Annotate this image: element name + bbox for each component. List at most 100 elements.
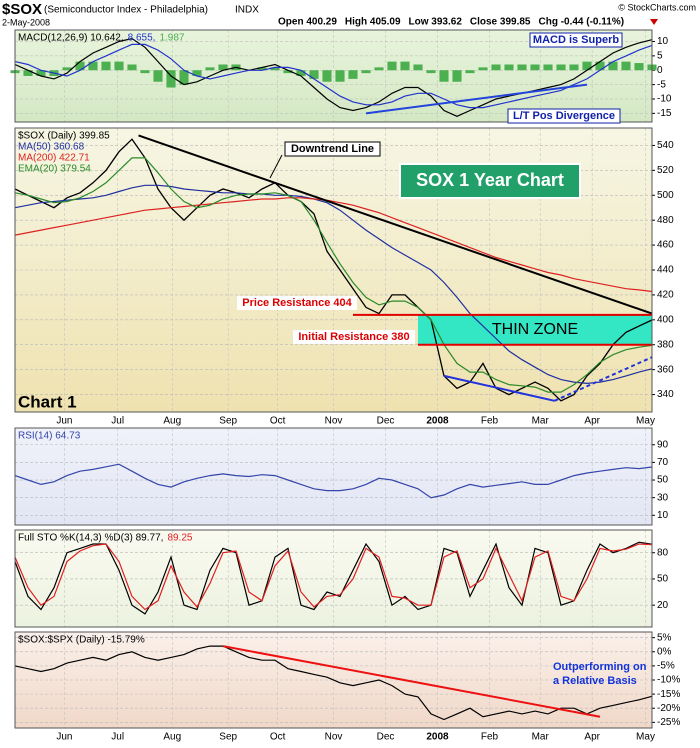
legend-entry: Full STO %K(14,3) %D(3) 89.77, xyxy=(18,533,163,544)
legend-entry: EMA(20) 379.54 xyxy=(18,164,91,175)
histogram-bar xyxy=(309,70,319,79)
histogram-bar xyxy=(361,70,371,74)
y-tick-label: -5 xyxy=(657,79,666,90)
y-tick-label: 5 xyxy=(657,51,663,62)
y-tick-label: 10 xyxy=(657,36,669,47)
histogram-bar xyxy=(543,64,553,71)
histogram-bar xyxy=(452,70,462,82)
annotation-box xyxy=(507,108,621,124)
x-tick-label: Apr xyxy=(584,416,600,427)
x-tick-label: Jul xyxy=(111,416,124,427)
quote-field: Chg -0.44 (-0.11%) xyxy=(538,17,624,28)
legend-entry: 89.25 xyxy=(167,533,192,544)
panel-border xyxy=(14,29,653,123)
date: 2-May-2008 xyxy=(2,17,50,27)
histogram-bar xyxy=(218,64,228,71)
series-line xyxy=(14,37,653,117)
y-tick-label: 400 xyxy=(657,314,674,325)
histogram-bar xyxy=(114,61,124,71)
down-arrow xyxy=(650,19,658,25)
annotation: Initial Resistance 380 xyxy=(298,331,409,343)
histogram-bar xyxy=(387,61,397,71)
y-tick-label: -15% xyxy=(657,689,680,700)
histogram-bar xyxy=(270,67,280,71)
x-tick-label: May xyxy=(636,416,655,427)
y-tick-label: 460 xyxy=(657,240,674,251)
histogram-bar xyxy=(322,70,332,82)
zone-label: THIN ZONE xyxy=(492,321,578,338)
panel-border xyxy=(14,631,653,729)
y-tick-label: 0% xyxy=(657,646,672,657)
quote-field: Open 400.29 xyxy=(278,17,337,28)
y-tick-label: 520 xyxy=(657,165,674,176)
histogram-bar xyxy=(517,64,527,71)
x-tick-label: Oct xyxy=(270,732,286,743)
histogram-bar xyxy=(465,70,475,74)
y-tick-label: 80 xyxy=(657,547,669,558)
x-tick-label: Apr xyxy=(584,732,600,743)
histogram-bar xyxy=(36,70,46,76)
x-tick-label: 2008 xyxy=(426,732,449,743)
x-tick-label: Feb xyxy=(481,732,499,743)
histogram-bar xyxy=(75,61,85,71)
histogram-bar xyxy=(413,64,423,71)
index-name: (Semiconductor Index - Philadelphia) xyxy=(44,5,208,16)
histogram-bar xyxy=(257,67,267,71)
histogram-bar xyxy=(296,70,306,76)
x-tick-label: 2008 xyxy=(426,416,449,427)
histogram-bar xyxy=(478,67,488,71)
y-tick-label: 360 xyxy=(657,364,674,375)
histogram-bar xyxy=(166,70,176,88)
series-line xyxy=(14,157,653,393)
y-tick-label: 440 xyxy=(657,265,674,276)
series-line xyxy=(14,43,653,109)
y-tick-label: 70 xyxy=(657,457,669,468)
histogram-bar xyxy=(556,64,566,71)
x-tick-label: Sep xyxy=(219,416,237,427)
legend-entry: $SOX:$SPX (Daily) -15.79% xyxy=(18,635,145,646)
y-tick-label: 30 xyxy=(657,492,669,503)
y-tick-label: 540 xyxy=(657,140,674,151)
histogram-bar xyxy=(179,70,189,85)
histogram-bar xyxy=(140,70,150,74)
trend-line xyxy=(443,374,555,402)
y-tick-label: -25% xyxy=(657,717,680,728)
annotation-box xyxy=(399,163,581,199)
y-tick-label: -10% xyxy=(657,675,680,686)
y-tick-label: -20% xyxy=(657,703,680,714)
x-tick-label: Dec xyxy=(377,732,395,743)
panel: 340 360 380 400 420 440 460 480 500 520 540 Jun Jul A… xyxy=(14,127,674,427)
legend-entry: MACD(12,26,9) 10.642, xyxy=(18,33,124,44)
y-tick-label: 420 xyxy=(657,290,674,301)
annotation: Downtrend Line xyxy=(291,143,374,155)
y-tick-label: 50 xyxy=(657,475,669,486)
y-tick-label: 5% xyxy=(657,632,672,643)
y-tick-label: 480 xyxy=(657,215,674,226)
exchange: INDX xyxy=(235,5,259,16)
histogram-bar xyxy=(634,63,644,71)
zone xyxy=(418,314,652,345)
histogram-bar xyxy=(23,70,33,76)
y-tick-label: 50 xyxy=(657,574,669,585)
legend-entry: $SOX (Daily) 399.85 xyxy=(18,131,110,142)
series-line xyxy=(14,138,653,402)
series-line xyxy=(14,463,653,499)
histogram-bar xyxy=(88,61,98,71)
panel-border xyxy=(14,427,653,526)
annotation: Price Resistance 404 xyxy=(242,297,352,309)
trend-line xyxy=(554,356,653,402)
x-tick-label: May xyxy=(636,732,655,743)
x-tick-label: Mar xyxy=(532,416,550,427)
annotation: MACD is Superb xyxy=(533,34,619,46)
y-tick-label: 90 xyxy=(657,439,669,450)
y-tick-label: -10 xyxy=(657,94,672,105)
annotation-box xyxy=(293,330,415,344)
x-tick-label: Mar xyxy=(532,732,550,743)
histogram-bar xyxy=(569,64,579,71)
quote-field: High 405.09 xyxy=(345,17,401,28)
annotation: Outperforming on xyxy=(553,661,647,673)
histogram-bar xyxy=(101,61,111,71)
histogram-bar xyxy=(374,67,384,71)
histogram-bar xyxy=(127,64,137,71)
